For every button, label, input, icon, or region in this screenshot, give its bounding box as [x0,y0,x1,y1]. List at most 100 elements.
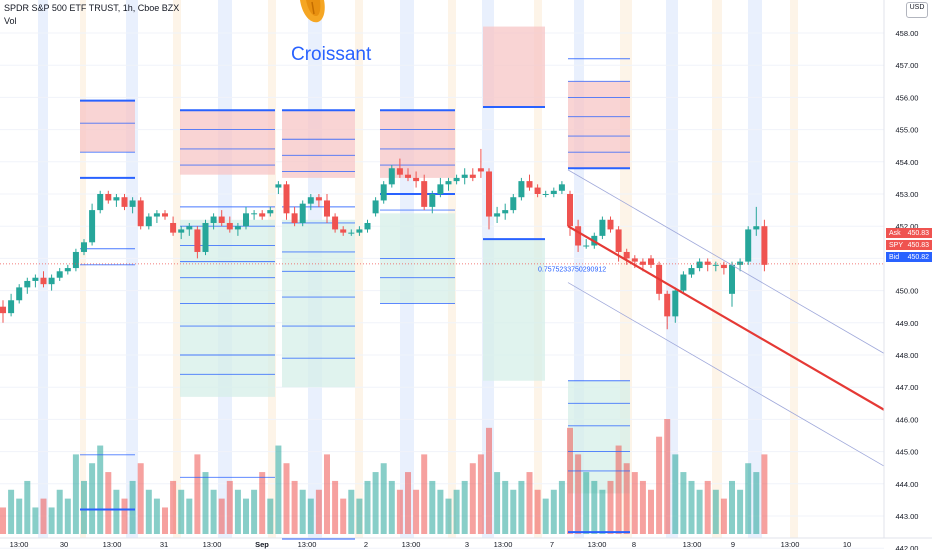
candle-body [437,184,444,194]
candle-body [453,177,460,182]
candle-body [510,197,517,211]
y-tick-label: 449.00 [896,319,919,328]
volume-bar [396,489,403,534]
y-tick-label: 455.00 [896,126,919,135]
volume-bar [753,472,760,534]
candle-body [105,194,112,201]
volume-bar [32,507,39,534]
candle-body [413,177,420,182]
candle-body [429,194,436,207]
volume-bar [72,454,79,534]
volume-bar [194,454,201,534]
session-band [355,0,363,538]
y-tick-label: 454.00 [896,158,919,167]
candle-body [712,264,719,266]
candle-body [72,251,79,269]
x-tick-label: 13:00 [298,540,317,549]
candle-body [202,222,209,252]
volume-bar [761,454,768,534]
zone-box [180,219,275,397]
candle-body [761,226,768,265]
candle-body [664,293,671,317]
volume-bar [315,489,322,534]
candle-body [24,280,31,288]
session-band [790,0,798,538]
volume-bar [615,445,622,534]
candle-body [194,229,201,252]
candle-body [275,184,282,188]
volume-bar [89,463,96,534]
volume-bar [16,498,23,534]
level-lines [80,58,630,540]
candle-body [599,219,606,236]
volume-bar [186,498,193,534]
volume-bar [567,427,573,534]
volume-bar [372,472,379,534]
volume-bar [283,463,290,534]
volume-bar [526,472,533,534]
croissant-title: Croissant [291,44,372,65]
volume-bar [226,480,233,534]
volume-bar [729,480,735,534]
y-tick-label: 446.00 [896,415,919,424]
candle-body [623,251,630,259]
x-tick-label: 13:00 [588,540,607,549]
zone-box [282,110,355,178]
volume-bar [502,480,509,534]
volume-bar [202,472,209,534]
candle-body [153,213,160,217]
candle-body [639,261,646,265]
y-tick-label: 448.00 [896,351,919,360]
y-tick-label: 452.00 [896,222,919,231]
y-tick-label: 450.00 [896,287,919,296]
candle-body [575,226,582,246]
candle-body [494,213,501,217]
volume-bar [680,472,687,534]
candle-body [81,242,87,252]
x-tick-label: 13:00 [494,540,513,549]
candle-body [259,213,266,217]
candle-body [299,203,306,223]
volume-bar [307,498,314,534]
y-tick-label: 456.00 [896,93,919,102]
volume-bar [469,463,476,534]
volume-bar [364,480,371,534]
candle-body [737,261,744,265]
candle-body [267,210,274,214]
bid-tag: Bid 450.82 [886,252,932,262]
volume-bar [40,498,47,534]
volume-bar [494,472,501,534]
candle-body [542,194,549,195]
candle-body [745,229,752,262]
candle-body [388,168,395,185]
volume-bar [170,480,177,534]
candle-body [526,181,533,188]
session-band [574,0,584,538]
x-tick-label: 13:00 [103,540,122,549]
zone-box [180,110,275,175]
session-band [666,0,678,538]
x-tick-label: 31 [160,540,168,549]
candle-body [251,213,258,215]
ask-tag: Ask 450.83 [886,228,932,238]
candle-body [145,216,152,227]
currency-badge[interactable]: USD [906,2,928,18]
candle-body [332,216,339,230]
candle-body [380,184,387,201]
volume-bar [486,427,492,534]
candle-body [178,229,185,233]
candle-body [631,258,638,262]
volume-bar [97,445,104,534]
volume-bar [162,507,168,534]
volume-bar [8,489,15,534]
y-tick-label: 458.00 [896,29,919,38]
candle-body [396,168,403,175]
candle-body [97,194,104,211]
volume-bar [696,489,703,534]
volume-bar [137,463,144,534]
volume-bar [356,498,363,534]
volume-bar [113,489,120,534]
candle-body [550,190,557,194]
